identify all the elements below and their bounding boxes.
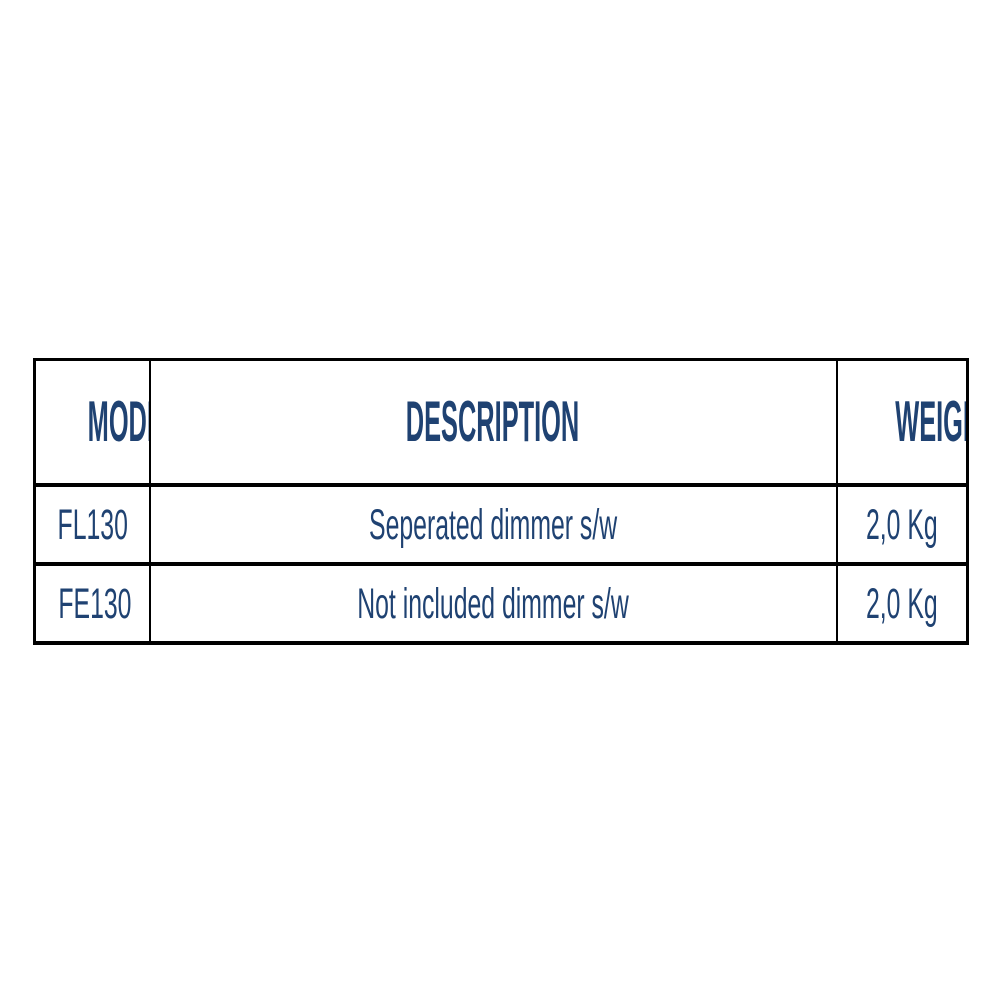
table-row: FE130 Not included dimmer s/w 2,0 Kg: [33, 564, 969, 645]
model-value: FE130: [58, 580, 132, 627]
header-label-description: DESCRIPTION: [406, 390, 580, 454]
cell-model: FL130: [33, 485, 151, 566]
table-header-row: MODEL DESCRIPTION WEIGHT: [33, 358, 969, 487]
model-value: FL130: [57, 501, 128, 548]
cell-model: FE130: [33, 564, 151, 645]
cell-weight: 2,0 Kg: [835, 485, 969, 566]
spec-table: MODEL DESCRIPTION WEIGHT FL130 Seperated…: [33, 358, 969, 645]
spec-table-container: MODEL DESCRIPTION WEIGHT FL130 Seperated…: [33, 358, 969, 645]
description-value: Not included dimmer s/w: [357, 580, 629, 627]
header-label-weight: WEIGHT: [894, 390, 966, 454]
table-row: FL130 Seperated dimmer s/w 2,0 Kg: [33, 485, 969, 566]
description-value: Seperated dimmer s/w: [368, 501, 618, 548]
cell-description: Not included dimmer s/w: [148, 564, 838, 645]
header-label-model: MODEL: [87, 390, 148, 454]
weight-value: 2,0 Kg: [865, 580, 938, 627]
cell-weight: 2,0 Kg: [835, 564, 969, 645]
cell-description: Seperated dimmer s/w: [148, 485, 838, 566]
weight-value: 2,0 Kg: [865, 501, 938, 548]
header-cell-description: DESCRIPTION: [148, 358, 838, 487]
header-cell-weight: WEIGHT: [835, 358, 969, 487]
header-cell-model: MODEL: [33, 358, 151, 487]
